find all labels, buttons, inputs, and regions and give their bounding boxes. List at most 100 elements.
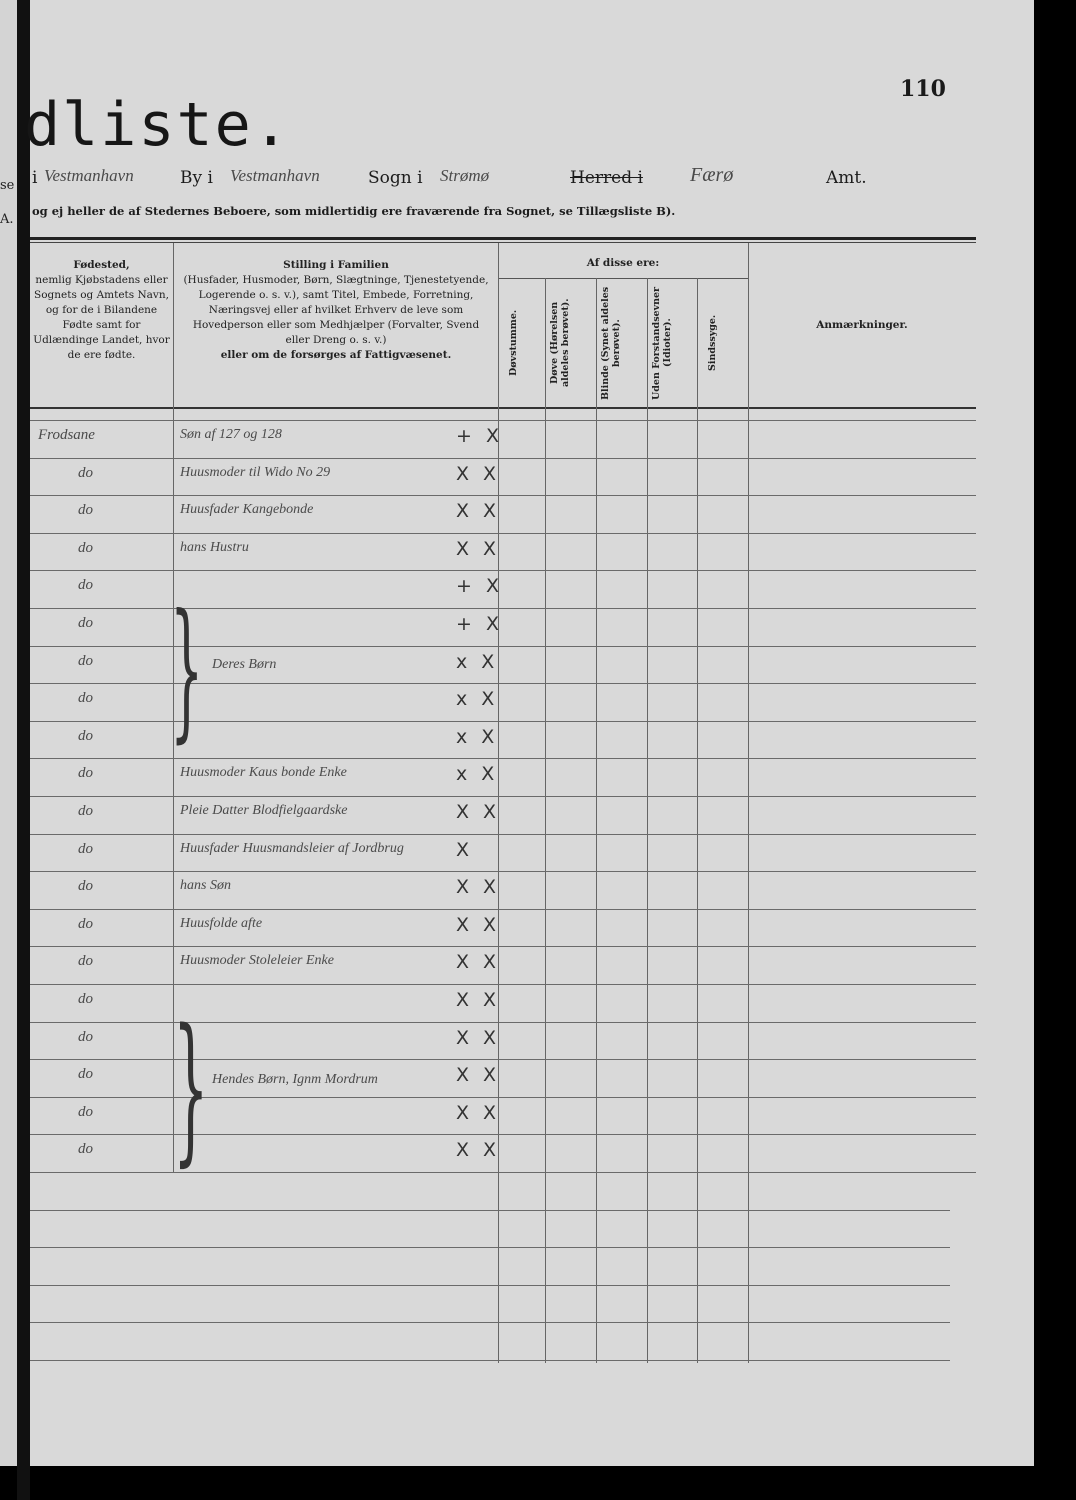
table-row: do X X xyxy=(30,1139,500,1176)
left-page-fragment: A. xyxy=(0,212,14,227)
amt-label: Amt. xyxy=(826,168,867,188)
birthplace-cell: do xyxy=(78,803,93,819)
check-marks: X X xyxy=(456,801,501,823)
check-marks: X X xyxy=(456,500,501,523)
brace-icon: } xyxy=(173,994,209,1181)
census-page: dliste. 110 i Vestmanhavn By i Vestmanha… xyxy=(24,0,1034,1466)
table-row: do Pleie Datter Blodfielgaardske X X xyxy=(30,801,500,838)
check-marks: X X xyxy=(456,913,501,936)
page-number: 110 xyxy=(900,76,946,102)
table-row: do Huusfader Kangebonde X X xyxy=(30,500,500,537)
table-row: do Huusfolde afte X X xyxy=(30,914,500,951)
check-marks: X X xyxy=(456,876,501,899)
table-row: do X X xyxy=(30,1027,500,1064)
table-row: do X X xyxy=(30,1064,500,1101)
check-marks: x X xyxy=(456,650,499,673)
amt-value: Færø xyxy=(690,164,734,186)
row-rule xyxy=(30,1209,950,1211)
column-divider xyxy=(697,278,698,1363)
table-top-rule-thin xyxy=(30,242,976,243)
check-marks: X xyxy=(456,838,474,861)
row-rule xyxy=(30,758,976,760)
position-cell: Søn af 127 og 128 xyxy=(180,427,282,442)
row-rule xyxy=(30,1247,950,1249)
table-row: do X X xyxy=(30,989,500,1026)
table-row: do x X xyxy=(30,651,500,688)
position-cell: Huusmoder Kaus bonde Enke xyxy=(180,765,347,781)
column-divider xyxy=(596,278,597,1363)
birthplace-cell: do xyxy=(78,991,93,1007)
table-row: do + X xyxy=(30,613,500,650)
position-header-text: eller om de forsørges af Fattigvæsenet. xyxy=(220,349,452,361)
birthplace-cell: do xyxy=(78,1028,93,1045)
left-page-fragment: se xyxy=(0,178,15,193)
check-marks: x X xyxy=(456,763,499,786)
group-label: Hendes Børn, Ignm Mordrum xyxy=(212,1072,378,1087)
table-row: Frodsane Søn af 127 og 128 + X xyxy=(30,425,500,462)
subcolumn-header: Døvstumme. xyxy=(508,309,519,377)
position-cell: Huusfolde afte xyxy=(180,915,263,931)
column-divider xyxy=(545,278,546,1363)
subcolumn-header: Døve (Hørelsen aldeles berøvet). xyxy=(549,298,571,388)
check-marks: X X xyxy=(456,951,501,974)
row-rule xyxy=(30,645,976,647)
table-row: do + X xyxy=(30,575,500,612)
row-rule xyxy=(30,1021,976,1023)
row-rule xyxy=(30,495,976,497)
check-marks: + X xyxy=(456,613,503,635)
row-rule xyxy=(30,871,976,873)
herred-label: Herred i xyxy=(570,168,643,188)
column-divider xyxy=(498,243,499,1363)
birthplace-header-title: Fødested, xyxy=(73,259,130,271)
town-label: By i xyxy=(180,168,213,188)
position-cell: Huusmoder Stoleleier Enke xyxy=(180,953,334,969)
position-header-title: Stilling i Familien xyxy=(283,259,389,271)
parish-value: Vestmanhavn xyxy=(230,166,320,185)
position-cell: Pleie Datter Blodfielgaardske xyxy=(180,803,348,818)
table-row: do x X xyxy=(30,726,500,763)
subcolumn-header: Sindssyge. xyxy=(707,314,718,372)
position-header-text: (Husfader, Husmoder, Børn, Slægtninge, T… xyxy=(183,274,489,301)
brace-icon: } xyxy=(170,583,204,757)
subtitle: og ej heller de af Stedernes Beboere, so… xyxy=(32,204,676,218)
birthplace-cell: do xyxy=(78,727,93,744)
birthplace-cell: do xyxy=(78,765,93,782)
birthplace-cell: do xyxy=(78,539,93,556)
remarks-header: Anmærkninger. xyxy=(816,319,908,331)
group-divider xyxy=(498,278,748,279)
table-row: do Huusmoder til Wido No 29 X X xyxy=(30,463,500,500)
birthplace-cell: do xyxy=(78,1141,93,1158)
town-value: Vestmanhavn xyxy=(44,166,134,185)
birthplace-cell: do xyxy=(78,1103,93,1120)
prefix-label: i xyxy=(32,168,38,188)
row-rule xyxy=(30,984,976,985)
table-row: do Huusfader Huusmandsleier af Jordbrug X xyxy=(30,839,500,876)
row-rule xyxy=(30,1172,976,1173)
column-divider xyxy=(748,243,749,1363)
table-row: do hans Hustru X X xyxy=(30,538,500,575)
position-header-text: samt Titel, Embede, Forretning, Næringsv… xyxy=(192,289,480,346)
check-marks: X X xyxy=(456,1139,501,1162)
table-top-rule xyxy=(30,237,976,240)
row-rule xyxy=(30,608,976,609)
check-marks: + X xyxy=(456,425,503,447)
birthplace-cell: do xyxy=(78,915,93,932)
row-rule xyxy=(30,908,976,910)
check-marks: + X xyxy=(456,575,503,598)
row-rule xyxy=(30,570,976,572)
row-rule xyxy=(30,946,976,948)
row-rule xyxy=(30,457,976,459)
row-rule xyxy=(30,532,976,534)
birthplace-header: Fødested, nemlig Kjøbstadens eller Sogne… xyxy=(30,258,173,363)
row-rule xyxy=(30,796,976,797)
row-rule xyxy=(30,1284,950,1286)
birthplace-cell: do xyxy=(78,953,93,970)
row-rule xyxy=(30,720,976,722)
page-title: dliste. xyxy=(24,90,291,160)
table-row: do X X xyxy=(30,1102,500,1139)
check-marks: x X xyxy=(456,688,499,711)
check-marks: X X xyxy=(456,1064,501,1087)
birthplace-cell: do xyxy=(78,840,93,857)
row-rule xyxy=(30,833,976,835)
adjacent-page-edge: se A. xyxy=(0,0,17,1466)
